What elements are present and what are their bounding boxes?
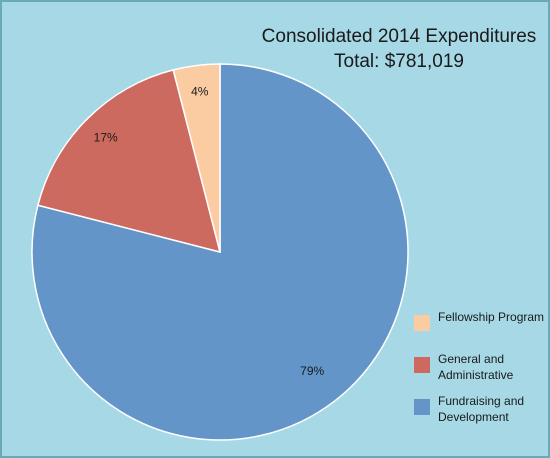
chart-legend: Fellowship Program General and Administr…	[414, 309, 550, 435]
pie-slice-general-and-administrative	[36, 68, 222, 254]
pie-slice-label-fundraising-and-development: 79%	[300, 364, 324, 378]
pie-slice-fellowship-program	[172, 63, 221, 253]
legend-item-fellowship: Fellowship Program	[414, 309, 550, 351]
chart-title: Consolidated 2014 Expenditures	[261, 26, 537, 47]
chart-title-block: Consolidated 2014 Expenditures Total: $7…	[254, 24, 544, 74]
legend-item-fundraising: Fundraising and Development	[414, 393, 550, 435]
legend-swatch-fellowship	[414, 315, 430, 331]
pie-slice-label-fellowship-program: 4%	[191, 85, 209, 99]
pie-slices	[31, 63, 409, 441]
pie-slice-label-general-and-administrative: 17%	[94, 131, 118, 145]
legend-label-fellowship: Fellowship Program	[438, 310, 545, 324]
legend-item-general: General and Administrative	[414, 351, 550, 393]
legend-swatch-fundraising	[414, 399, 430, 415]
legend-label-fundraising: Fundraising and Development	[438, 394, 525, 424]
legend-label-general: General and Administrative	[438, 352, 514, 382]
pie-slice-labels: 79% 17% 4%	[94, 85, 325, 378]
legend-swatch-general	[414, 357, 430, 373]
chart-subtitle: Total: $781,019	[334, 51, 464, 72]
